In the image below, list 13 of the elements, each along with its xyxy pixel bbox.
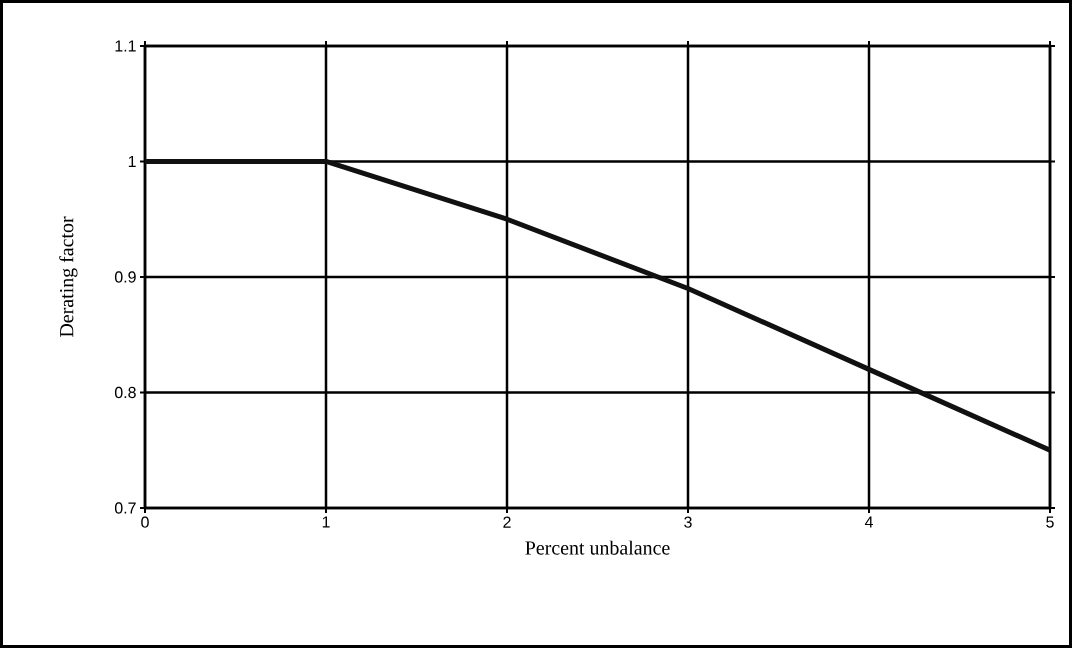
x-tick-label: 0 bbox=[141, 516, 149, 528]
y-axis-title: Derating factor bbox=[59, 216, 78, 337]
x-tick-label: 1 bbox=[322, 516, 330, 528]
x-axis-title: Percent unbalance bbox=[525, 540, 670, 555]
y-tick-label: 1.1 bbox=[115, 40, 136, 52]
y-tick-label: 1 bbox=[128, 156, 136, 167]
x-tick-label: 4 bbox=[864, 516, 873, 528]
x-tick-label: 5 bbox=[1046, 516, 1054, 528]
y-tick-label: 0.7 bbox=[114, 502, 136, 514]
x-tick-label: 3 bbox=[684, 516, 692, 528]
y-tick-label: 0.9 bbox=[114, 271, 136, 283]
y-tick-label: 0.8 bbox=[114, 386, 136, 399]
x-tick-label: 2 bbox=[503, 516, 511, 528]
